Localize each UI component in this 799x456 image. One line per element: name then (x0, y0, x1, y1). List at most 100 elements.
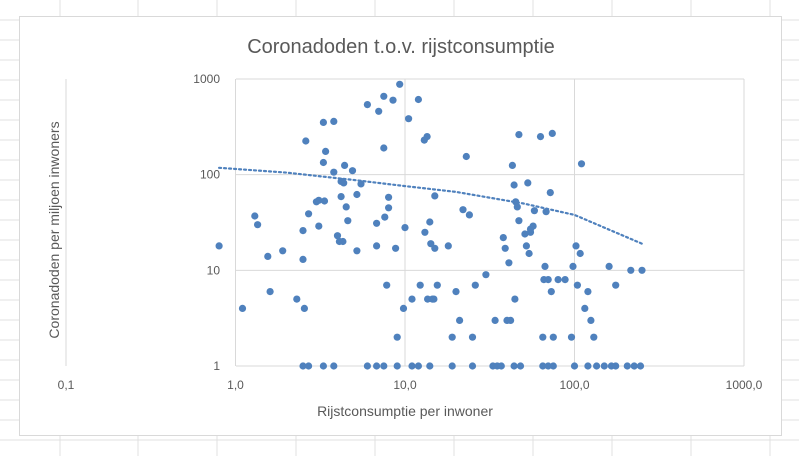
data-point (405, 115, 413, 123)
data-point (508, 161, 516, 169)
data-point (448, 333, 456, 341)
data-point (266, 288, 274, 296)
data-point (539, 362, 547, 370)
data-point (385, 204, 393, 212)
data-point (302, 137, 310, 145)
y-tick-label: 1000 (193, 72, 220, 86)
data-point (581, 304, 589, 312)
data-point (319, 118, 327, 126)
data-point (396, 80, 404, 88)
data-point (433, 281, 441, 289)
data-point (522, 242, 530, 250)
data-point (401, 224, 409, 232)
data-point (612, 362, 620, 370)
data-point (612, 281, 620, 289)
data-point (459, 206, 467, 214)
plot-gridlines (65, 78, 745, 367)
data-point (383, 281, 391, 289)
data-point (549, 333, 557, 341)
data-point (448, 362, 456, 370)
data-point (515, 131, 523, 139)
data-point (462, 152, 470, 161)
data-point (587, 316, 595, 324)
data-point (569, 262, 577, 270)
data-point (320, 197, 329, 205)
x-tick-label: 1,0 (227, 378, 244, 392)
y-tick-label: 100 (200, 168, 220, 182)
data-point (319, 158, 327, 167)
data-point (333, 232, 342, 240)
data-point (279, 247, 287, 255)
data-point (497, 362, 505, 370)
data-point (421, 228, 429, 236)
data-point (570, 362, 579, 370)
data-point (431, 244, 439, 252)
data-point (293, 295, 301, 303)
data-point (510, 362, 518, 370)
data-point (341, 161, 349, 169)
data-point (468, 362, 477, 370)
data-point (426, 218, 434, 226)
data-point (414, 362, 422, 370)
data-point (305, 210, 313, 218)
data-point (330, 168, 338, 176)
data-point (529, 222, 537, 230)
data-point (515, 217, 523, 225)
x-tick-label: 10,0 (393, 378, 417, 392)
data-point (357, 180, 365, 188)
data-point (491, 316, 499, 324)
data-point (541, 262, 549, 270)
data-point (337, 193, 345, 201)
data-point (348, 167, 357, 175)
data-point (510, 181, 518, 189)
data-point (426, 362, 434, 370)
data-point (539, 333, 547, 341)
data-point (444, 242, 452, 250)
data-point (505, 259, 513, 267)
data-point (381, 213, 389, 221)
data-point (353, 247, 361, 255)
data-point (353, 190, 361, 199)
data-point (385, 193, 393, 201)
data-point (544, 362, 552, 370)
data-point (546, 189, 554, 197)
data-point (416, 281, 424, 289)
data-point (215, 242, 223, 250)
data-point (525, 249, 533, 258)
data-point (452, 288, 460, 296)
data-point (623, 362, 631, 370)
data-point (315, 196, 323, 204)
data-point (238, 304, 247, 312)
data-point (549, 362, 557, 370)
data-point (600, 362, 608, 370)
data-point (584, 362, 592, 370)
x-tick-label: 0,1 (58, 378, 75, 392)
data-point (561, 276, 569, 284)
chart-area[interactable]: Coronadoden t.o.v. rijstconsumptie 0,1 1,… (19, 16, 782, 436)
trendline (218, 166, 644, 245)
data-point (299, 227, 307, 235)
data-point (254, 221, 262, 229)
data-point (363, 362, 371, 370)
data-point (577, 160, 586, 168)
data-point (636, 362, 645, 370)
data-point (251, 212, 259, 220)
data-point (524, 179, 532, 187)
data-point (499, 234, 507, 242)
data-point (330, 117, 338, 125)
data-point (408, 362, 416, 370)
data-point (513, 203, 521, 211)
data-point (414, 95, 422, 104)
data-point (339, 237, 347, 246)
data-point (572, 242, 580, 250)
data-point (584, 288, 592, 296)
y-axis-title: Coronadoden per miljoen inwoners (46, 121, 62, 338)
data-point (305, 362, 313, 370)
data-point (315, 222, 323, 230)
data-point (630, 362, 638, 370)
data-point (605, 262, 613, 270)
data-point (471, 281, 479, 289)
data-point (544, 276, 552, 284)
data-point (511, 295, 519, 303)
data-point (375, 107, 383, 115)
